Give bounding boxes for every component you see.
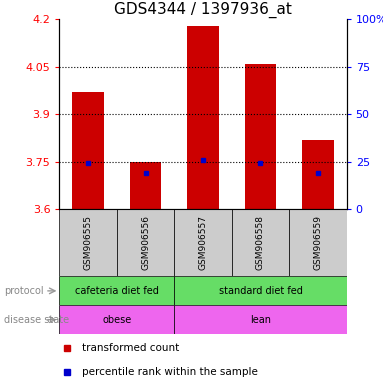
Text: transformed count: transformed count bbox=[82, 343, 180, 353]
Bar bbox=[289, 209, 347, 276]
Text: obese: obese bbox=[102, 314, 131, 325]
Bar bbox=[174, 276, 347, 305]
Bar bbox=[117, 209, 174, 276]
Bar bbox=[59, 276, 174, 305]
Bar bbox=[130, 162, 161, 209]
Text: GSM906555: GSM906555 bbox=[83, 215, 93, 270]
Text: cafeteria diet fed: cafeteria diet fed bbox=[75, 286, 159, 296]
Text: lean: lean bbox=[250, 314, 271, 325]
Bar bbox=[187, 26, 219, 209]
Text: standard diet fed: standard diet fed bbox=[219, 286, 302, 296]
Text: disease state: disease state bbox=[4, 314, 69, 325]
Bar bbox=[59, 305, 174, 334]
Bar bbox=[59, 209, 117, 276]
Text: protocol: protocol bbox=[4, 286, 43, 296]
Text: GSM906558: GSM906558 bbox=[256, 215, 265, 270]
Text: percentile rank within the sample: percentile rank within the sample bbox=[82, 366, 258, 377]
Bar bbox=[72, 92, 104, 209]
Bar bbox=[174, 209, 232, 276]
Bar bbox=[245, 64, 276, 209]
Bar bbox=[174, 305, 347, 334]
Text: GSM906556: GSM906556 bbox=[141, 215, 150, 270]
Text: GSM906557: GSM906557 bbox=[198, 215, 208, 270]
Text: GSM906559: GSM906559 bbox=[313, 215, 322, 270]
Bar bbox=[302, 140, 334, 209]
Title: GDS4344 / 1397936_at: GDS4344 / 1397936_at bbox=[114, 2, 292, 18]
Bar bbox=[232, 209, 289, 276]
